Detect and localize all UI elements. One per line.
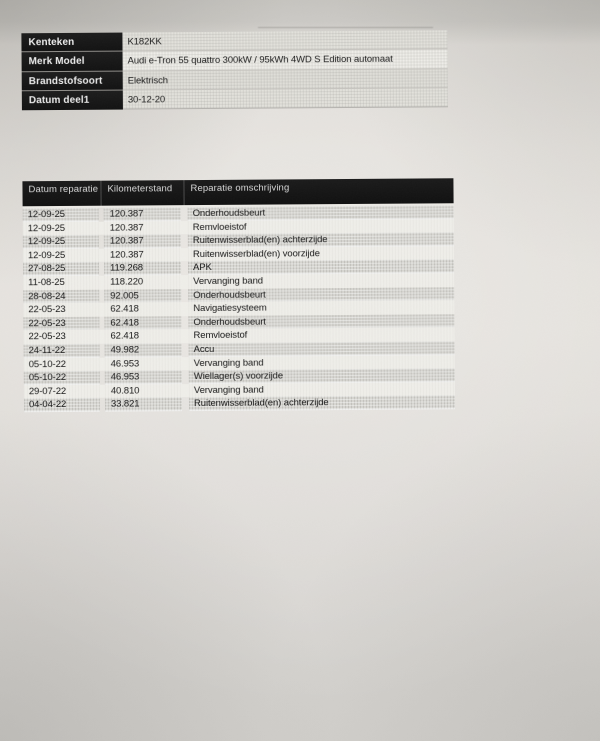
repair-date-cell: 28-08-24: [23, 289, 100, 304]
repair-km-cell: 46.953: [104, 356, 182, 371]
vehicle-info-label: Datum deel1: [21, 90, 123, 111]
repair-date-cell: 27-08-25: [22, 262, 100, 277]
vehicle-info-label: Merk Model: [21, 51, 123, 72]
repair-km-cell: 62.418: [104, 329, 182, 344]
repair-km-cell: 118.220: [104, 275, 182, 290]
repair-km-cell: 120.387: [103, 207, 181, 222]
repair-km-cell: 92.005: [104, 288, 182, 303]
repair-history-table: Datum reparatie Kilometerstand Reparatie…: [22, 178, 456, 413]
vehicle-info-label: Brandstofsoort: [21, 71, 123, 92]
repair-date-cell: 04-04-22: [23, 398, 101, 413]
repair-date-cell: 22-05-23: [23, 302, 100, 318]
repair-date-cell: 12-09-25: [22, 248, 99, 263]
vehicle-info-value: 30-12-20: [122, 88, 448, 110]
vehicle-info-table: Kenteken K182KK Merk Model Audi e-Tron 55 q…: [21, 30, 448, 111]
repair-km-cell: 62.418: [104, 315, 182, 331]
repair-date-cell: 05-10-22: [23, 357, 100, 372]
vehicle-info-value: Elektrisch: [122, 68, 448, 91]
repair-description-cell: Ruitenwisserblad(en) achterzijde: [188, 395, 456, 412]
vehicle-info-value: K182KK: [122, 30, 448, 52]
repair-date-cell: 12-09-25: [22, 234, 99, 250]
repair-date-cell: 22-05-23: [23, 330, 100, 345]
repair-date-cell: 11-08-25: [23, 275, 100, 290]
repair-km-cell: 120.387: [103, 234, 181, 249]
repair-km-cell: 49.982: [104, 343, 182, 358]
repair-date-cell: 05-10-22: [23, 370, 100, 385]
repair-km-cell: 119.268: [103, 261, 182, 276]
repair-table-body: 12-09-25 120.387 Onderhoudsbeurt 12-09-25 12…: [22, 205, 456, 413]
repair-table-header-row: Datum reparatie Kilometerstand Reparatie…: [22, 178, 454, 209]
repair-date-cell: 12-09-25: [22, 221, 99, 236]
repair-table-row: 04-04-22 33.821 Ruitenwisserblad(en) achte…: [23, 395, 456, 413]
repair-km-cell: 33.821: [104, 397, 183, 412]
vehicle-info-label: Kenteken: [21, 32, 123, 53]
vehicle-info-row: Datum deel1 30-12-20: [21, 88, 448, 111]
vehicle-info-value: Audi e-Tron 55 quattro 300kW / 95kWh 4WD…: [122, 49, 448, 72]
repair-km-cell: 120.387: [103, 247, 181, 263]
header-reparatie-omschrijving: Reparatie omschrijving: [183, 178, 454, 206]
repair-km-cell: 40.810: [104, 383, 182, 399]
header-kilometerstand: Kilometerstand: [100, 180, 184, 206]
repair-date-cell: 24-11-22: [23, 343, 100, 358]
repair-km-cell: 46.953: [104, 370, 182, 385]
repair-date-cell: 12-09-25: [22, 207, 99, 222]
header-datum-reparatie: Datum reparatie: [28, 183, 99, 196]
repair-date-cell: 22-05-23: [23, 316, 100, 331]
repair-km-cell: 62.418: [104, 302, 182, 317]
repair-km-cell: 120.387: [103, 220, 181, 235]
repair-date-cell: 29-07-22: [23, 384, 100, 399]
